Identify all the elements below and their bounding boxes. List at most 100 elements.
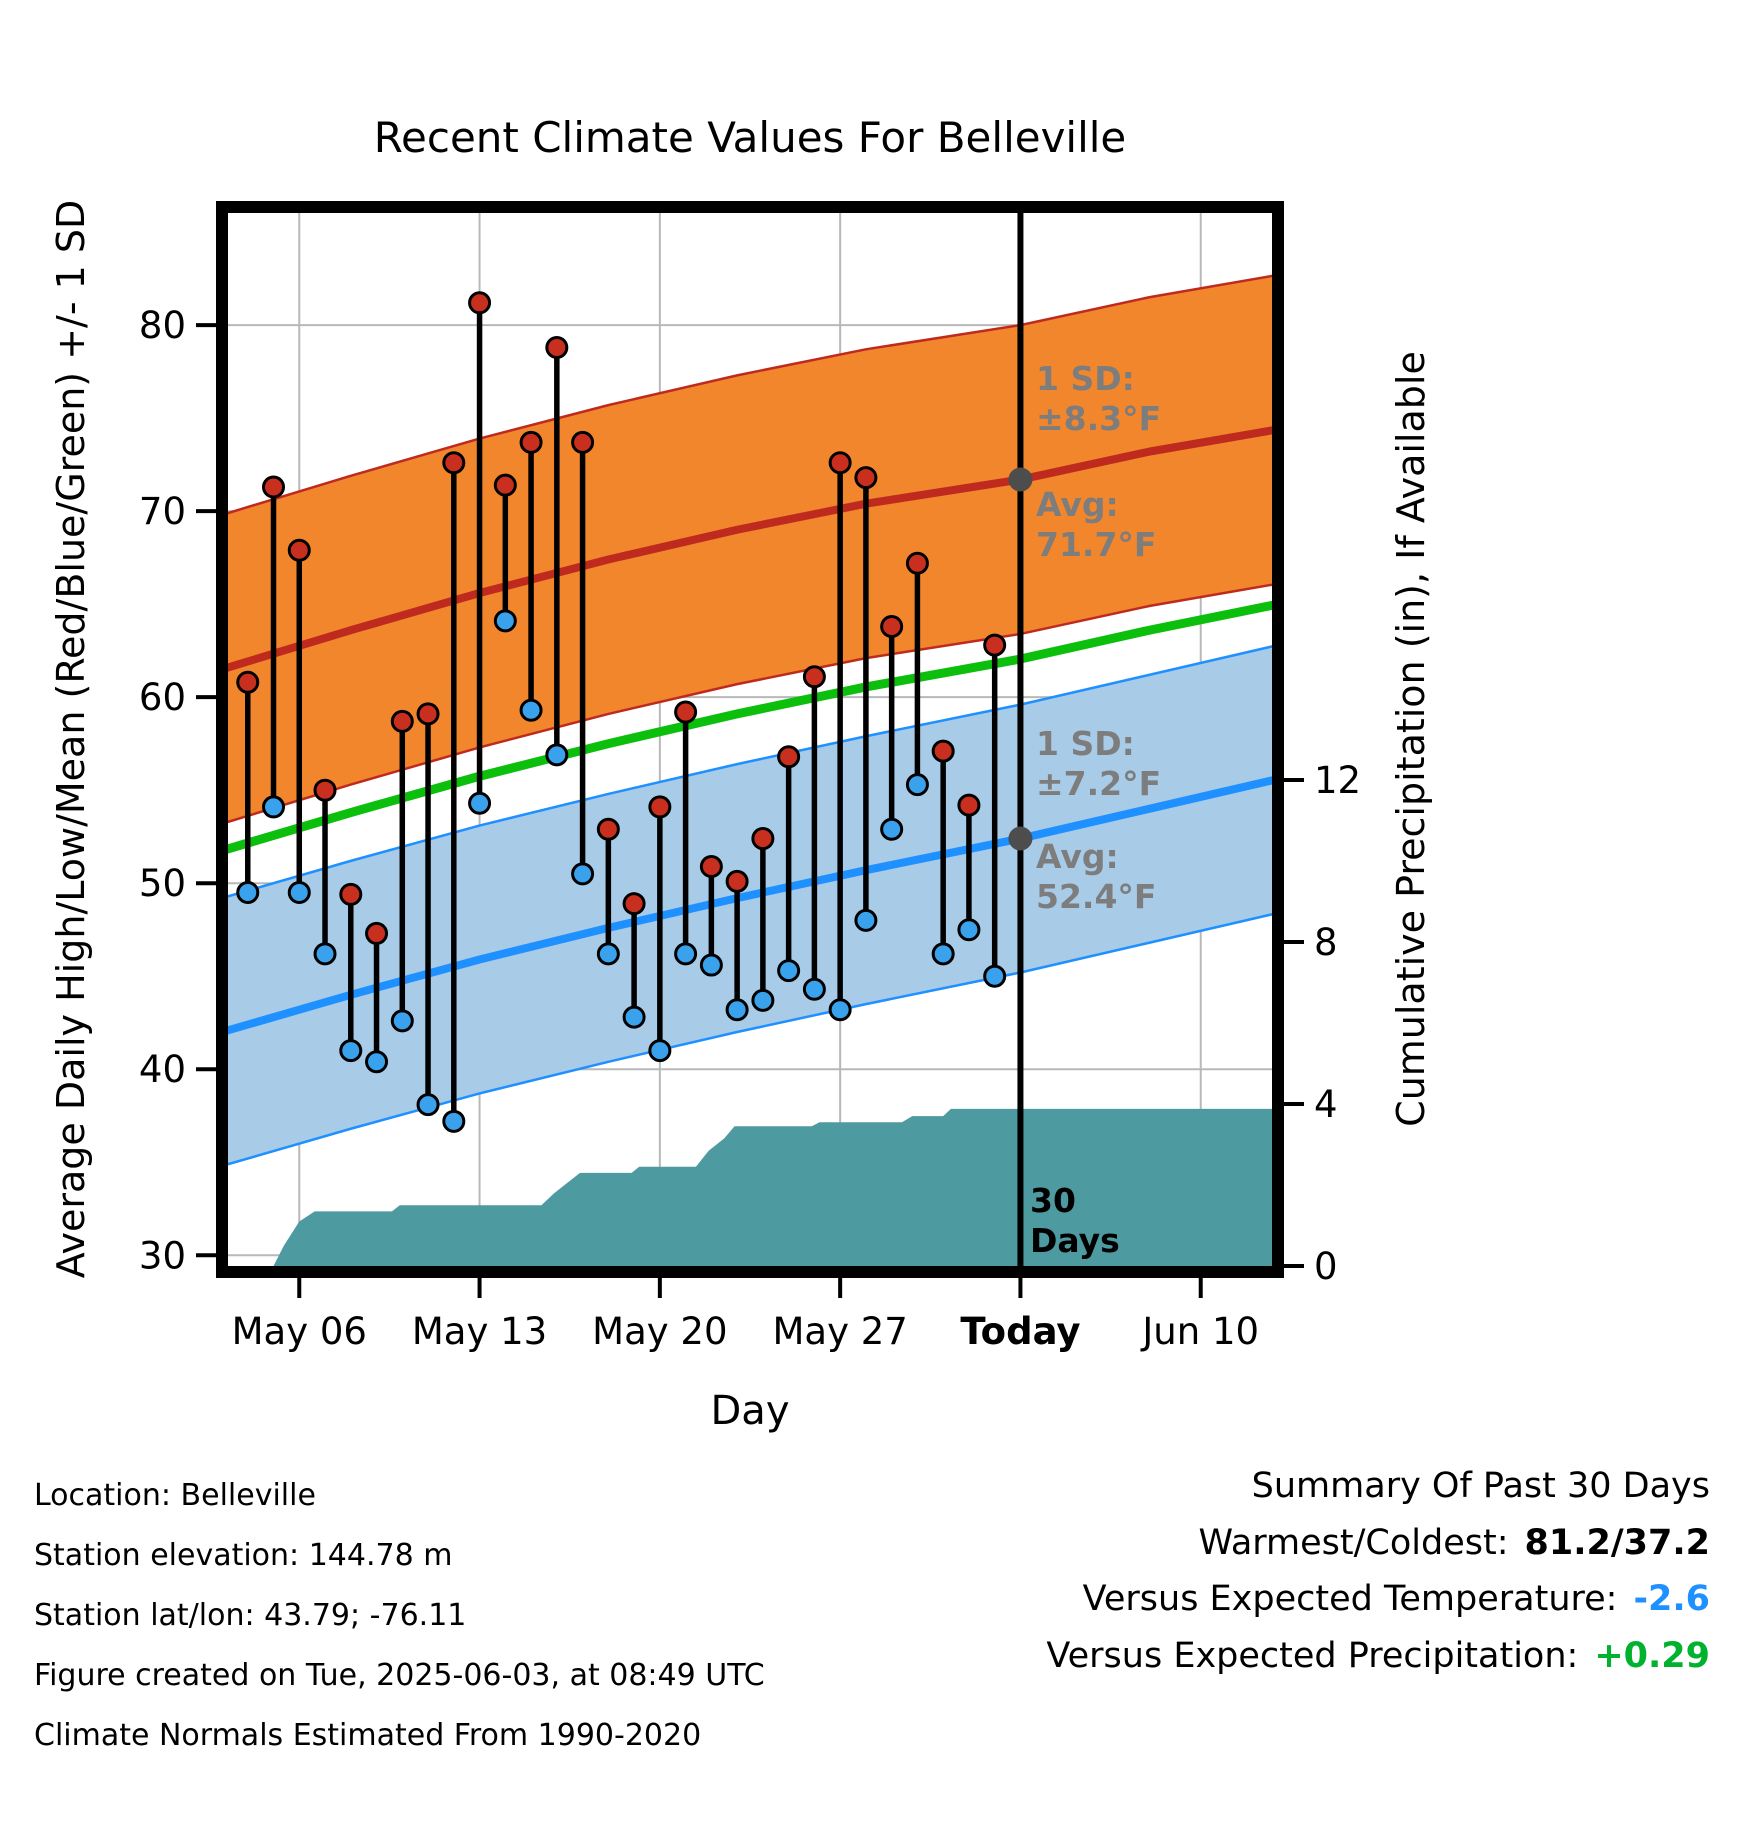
summary-value: -2.6 [1633,1579,1710,1620]
high-sd-annotation: 1 SD: [1036,359,1135,398]
daily-high-dot [493,473,517,497]
x-tick-label: May 06 [232,1310,367,1353]
normals-text: Climate Normals Estimated From 1990-2020 [34,1718,702,1753]
x-tick-label: Today [960,1310,1080,1353]
daily-high-dot [236,670,260,694]
daily-low-dot [236,881,260,905]
today-span-annotation: Days [1030,1221,1120,1260]
daily-observations [236,291,1007,1133]
y-left-tick-label: 30 [139,1234,186,1277]
daily-high-dot [648,795,672,819]
low-temp-band [222,643,1278,1168]
high-avg-line [222,425,1278,674]
daily-high-dot [365,921,389,945]
y-left-tick-label: 40 [139,1048,186,1091]
cumulative-precip-area [273,1108,1278,1266]
low-sd-annotation: ±7.2°F [1036,764,1161,803]
x-tick-label: May 27 [772,1310,907,1353]
daily-low-dot [365,1050,389,1074]
daily-low-dot [339,1039,363,1063]
daily-low-dot [777,959,801,983]
plot-area [222,207,1278,1272]
daily-low-dot [699,953,723,977]
daily-low-dot [416,1093,440,1117]
high-avg-annotation: 71.7°F [1036,525,1156,564]
daily-high-dot [854,466,878,490]
daily-high-dot [983,633,1007,657]
daily-high-dot [674,700,698,724]
daily-low-dot [493,609,517,633]
daily-high-dot [545,335,569,359]
summary-label: Versus Expected Precipitation: [1046,1636,1579,1677]
daily-low-dot [931,942,955,966]
daily-high-dot [777,745,801,769]
x-tick-label: May 13 [412,1310,547,1353]
daily-low-dot [313,942,337,966]
daily-high-dot [262,475,286,499]
daily-low-dot [442,1109,466,1133]
daily-high-dot [390,709,414,733]
summary-row-warmest-coldest: Warmest/Coldest: 81.2/37.2 [1046,1515,1710,1572]
created-text: Figure created on Tue, 2025-06-03, at 08… [34,1658,765,1693]
summary-row-vs-precipitation: Versus Expected Precipitation: +0.29 [1046,1628,1710,1685]
daily-high-dot [725,869,749,893]
today-low-avg-marker [1008,826,1033,851]
y-left-tick-label: 80 [139,304,186,347]
latlon-text: Station lat/lon: 43.79; -76.11 [34,1598,467,1633]
axis-tick-labels: 30 40 50 60 70 80 0 4 8 12 May 06 May 13 May 20 May 2… [139,304,1361,1353]
daily-low-dot [983,964,1007,988]
x-axis-label: Day [711,1388,790,1434]
daily-low-dot [751,988,775,1012]
daily-high-dot [313,778,337,802]
daily-high-dot [751,827,775,851]
daily-low-dot [519,698,543,722]
location-text: Location: Belleville [34,1478,316,1513]
summary-label: Versus Expected Temperature: [1082,1579,1618,1620]
daily-low-dot [880,817,904,841]
daily-high-dot [828,451,852,475]
daily-low-dot [596,942,620,966]
daily-high-dot [802,665,826,689]
station-metadata: Location: Belleville Station elevation: … [34,1466,765,1766]
high-avg-annotation: Avg: [1036,485,1119,524]
summary-panel: Summary Of Past 30 Days Warmest/Coldest:… [1046,1458,1710,1685]
y-left-axis-label: Average Daily High/Low/Mean (Red/Blue/Gr… [49,200,93,1279]
y-right-tick-label: 0 [1314,1245,1338,1288]
summary-value: +0.29 [1594,1636,1710,1677]
summary-row-vs-temperature: Versus Expected Temperature: -2.6 [1046,1571,1710,1628]
daily-low-dot [287,881,311,905]
y-left-tick-label: 50 [139,862,186,905]
daily-high-dot [905,551,929,575]
y-right-tick-label: 8 [1314,921,1338,964]
today-span-annotation: 30 [1030,1181,1076,1220]
daily-low-dot [648,1039,672,1063]
x-tick-label: May 20 [592,1310,727,1353]
daily-high-dot [339,882,363,906]
chart-title: Recent Climate Values For Belleville [374,113,1127,162]
y-left-tick-label: 70 [139,490,186,533]
plot-border [216,201,1284,1278]
daily-high-dot [519,430,543,454]
daily-low-dot [622,1005,646,1029]
summary-label: Warmest/Coldest: [1198,1522,1509,1563]
low-avg-annotation: 52.4°F [1036,877,1156,916]
axis-ticks [196,323,1304,1298]
elevation-text: Station elevation: 144.78 m [34,1538,453,1573]
daily-high-dot [571,430,595,454]
daily-high-dot [287,538,311,562]
daily-high-dot [931,739,955,763]
summary-value: 81.2/37.2 [1524,1522,1711,1563]
daily-low-dot [571,862,595,886]
mean-line [222,599,1278,855]
y-right-axis-label: Cumulative Precipitation (in), If Availa… [1389,351,1433,1127]
daily-high-dot [699,854,723,878]
daily-low-dot [390,1009,414,1033]
y-right-tick-label: 12 [1314,759,1361,802]
today-high-avg-marker [1008,467,1033,492]
daily-low-dot [468,791,492,815]
daily-high-dot [442,451,466,475]
daily-low-dot [905,773,929,797]
daily-low-dot [802,977,826,1001]
summary-title: Summary Of Past 30 Days [1251,1466,1710,1506]
